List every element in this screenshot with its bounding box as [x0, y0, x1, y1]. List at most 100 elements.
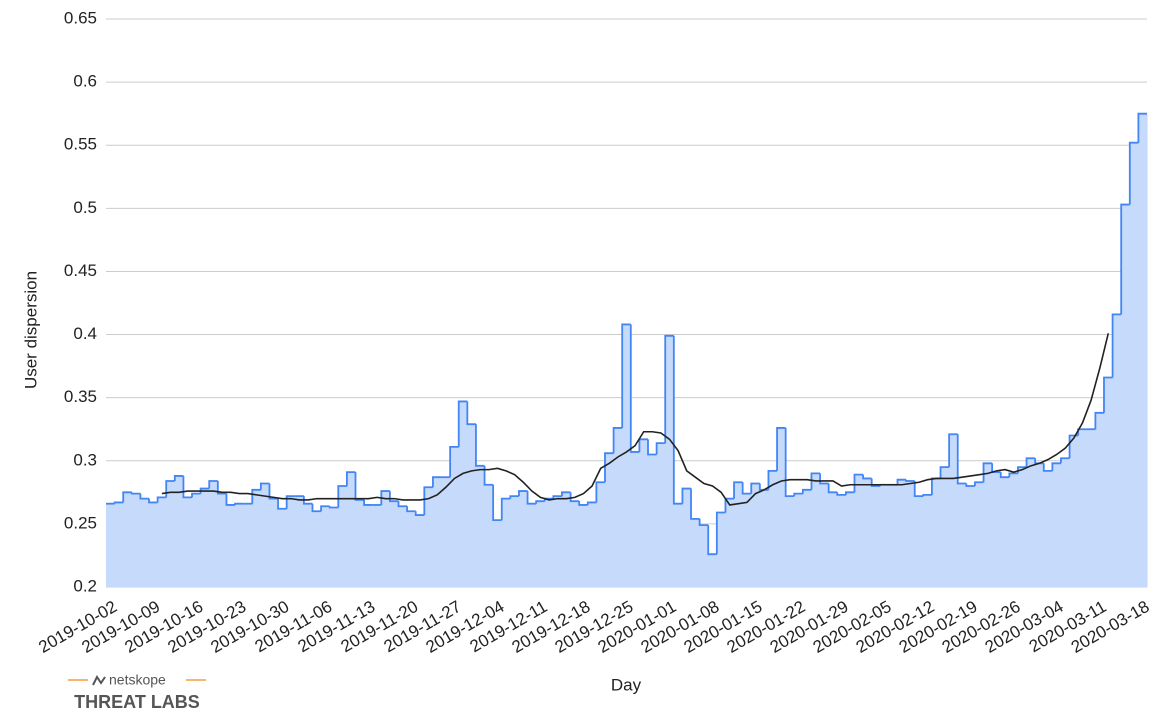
- step-line: [1008, 472, 1018, 478]
- step-line: [423, 486, 433, 516]
- area-step: [174, 475, 185, 587]
- area-step: [665, 335, 675, 587]
- area-step: [1112, 314, 1122, 587]
- area-step: [510, 496, 520, 587]
- step-line: [156, 496, 167, 503]
- step-line: [406, 506, 416, 513]
- step-line: [1051, 462, 1061, 471]
- area-step: [131, 493, 142, 587]
- step-line: [328, 506, 339, 509]
- step-line: [621, 323, 631, 428]
- area-step: [734, 482, 744, 587]
- area-step: [243, 503, 253, 587]
- y-tick-label: 0.5: [73, 198, 97, 217]
- area-step: [957, 483, 967, 587]
- area-step: [716, 512, 727, 587]
- area-step: [622, 324, 632, 587]
- step-line: [216, 480, 227, 495]
- area-step: [596, 482, 606, 587]
- area-step: [820, 483, 830, 587]
- step-line: [595, 481, 605, 503]
- step-line: [819, 473, 829, 485]
- area-step: [398, 506, 408, 587]
- area-step: [1060, 458, 1071, 587]
- area-step: [699, 525, 709, 587]
- area-step: [166, 480, 176, 587]
- step-line: [389, 491, 399, 503]
- step-line: [844, 491, 855, 495]
- area-step: [1017, 467, 1028, 587]
- step-line: [1094, 411, 1104, 430]
- step-line: [122, 491, 132, 503]
- area-step: [157, 497, 167, 587]
- area-step: [458, 401, 468, 587]
- area-step: [1043, 470, 1053, 587]
- area-step: [579, 504, 589, 587]
- area-step: [708, 554, 718, 587]
- area-step: [312, 511, 322, 587]
- area-step: [630, 451, 641, 587]
- step-line: [466, 401, 476, 426]
- area-step: [200, 488, 210, 587]
- area-step: [467, 424, 477, 587]
- step-line: [690, 488, 700, 520]
- area-step: [906, 480, 916, 587]
- area-step: [759, 489, 770, 587]
- step-line: [629, 324, 640, 453]
- area-step: [1069, 435, 1079, 587]
- area-step: [389, 501, 400, 587]
- area-step: [1086, 429, 1096, 587]
- step-line: [664, 334, 674, 444]
- step-line: [1111, 313, 1122, 378]
- area-step: [235, 503, 245, 587]
- step-line: [345, 471, 356, 487]
- area-step: [493, 520, 503, 587]
- step-line: [776, 427, 786, 471]
- area-step: [604, 453, 615, 587]
- area-step: [544, 498, 554, 587]
- area-step: [673, 503, 684, 587]
- step-line: [173, 475, 184, 481]
- step-line: [1128, 141, 1139, 205]
- area-step: [802, 489, 813, 587]
- area-step: [303, 503, 314, 587]
- step-line: [733, 481, 743, 499]
- step-line: [982, 462, 993, 483]
- area-step: [1009, 473, 1019, 587]
- step-line: [999, 472, 1010, 479]
- step-line: [208, 480, 218, 489]
- step-line: [302, 496, 313, 505]
- step-line: [1137, 112, 1147, 143]
- step-line: [130, 492, 141, 495]
- step-line: [182, 475, 193, 499]
- area-step: [149, 502, 159, 587]
- area-step: [286, 496, 296, 587]
- area-step: [106, 503, 116, 587]
- step-line: [569, 492, 580, 503]
- step-line: [681, 487, 692, 504]
- y-tick-label: 0.55: [64, 135, 97, 154]
- area-step: [923, 494, 933, 587]
- area-step: [441, 477, 451, 587]
- step-line: [853, 473, 864, 493]
- step-line: [552, 495, 562, 499]
- area-step: [501, 498, 511, 587]
- step-line: [698, 518, 709, 527]
- area-step: [192, 493, 202, 587]
- area-step: [1121, 204, 1131, 587]
- step-line: [948, 433, 958, 468]
- area-step: [1103, 377, 1114, 587]
- step-line: [939, 466, 950, 479]
- step-line: [956, 434, 967, 485]
- area-step: [682, 488, 692, 587]
- step-line: [165, 480, 175, 498]
- step-line: [1025, 457, 1036, 468]
- step-line: [509, 495, 519, 499]
- area-step: [648, 454, 658, 587]
- area-step: [639, 439, 649, 587]
- step-line: [561, 491, 571, 497]
- area-step: [140, 498, 150, 587]
- step-line: [655, 442, 666, 455]
- area-step: [278, 508, 288, 587]
- area-step: [863, 478, 873, 587]
